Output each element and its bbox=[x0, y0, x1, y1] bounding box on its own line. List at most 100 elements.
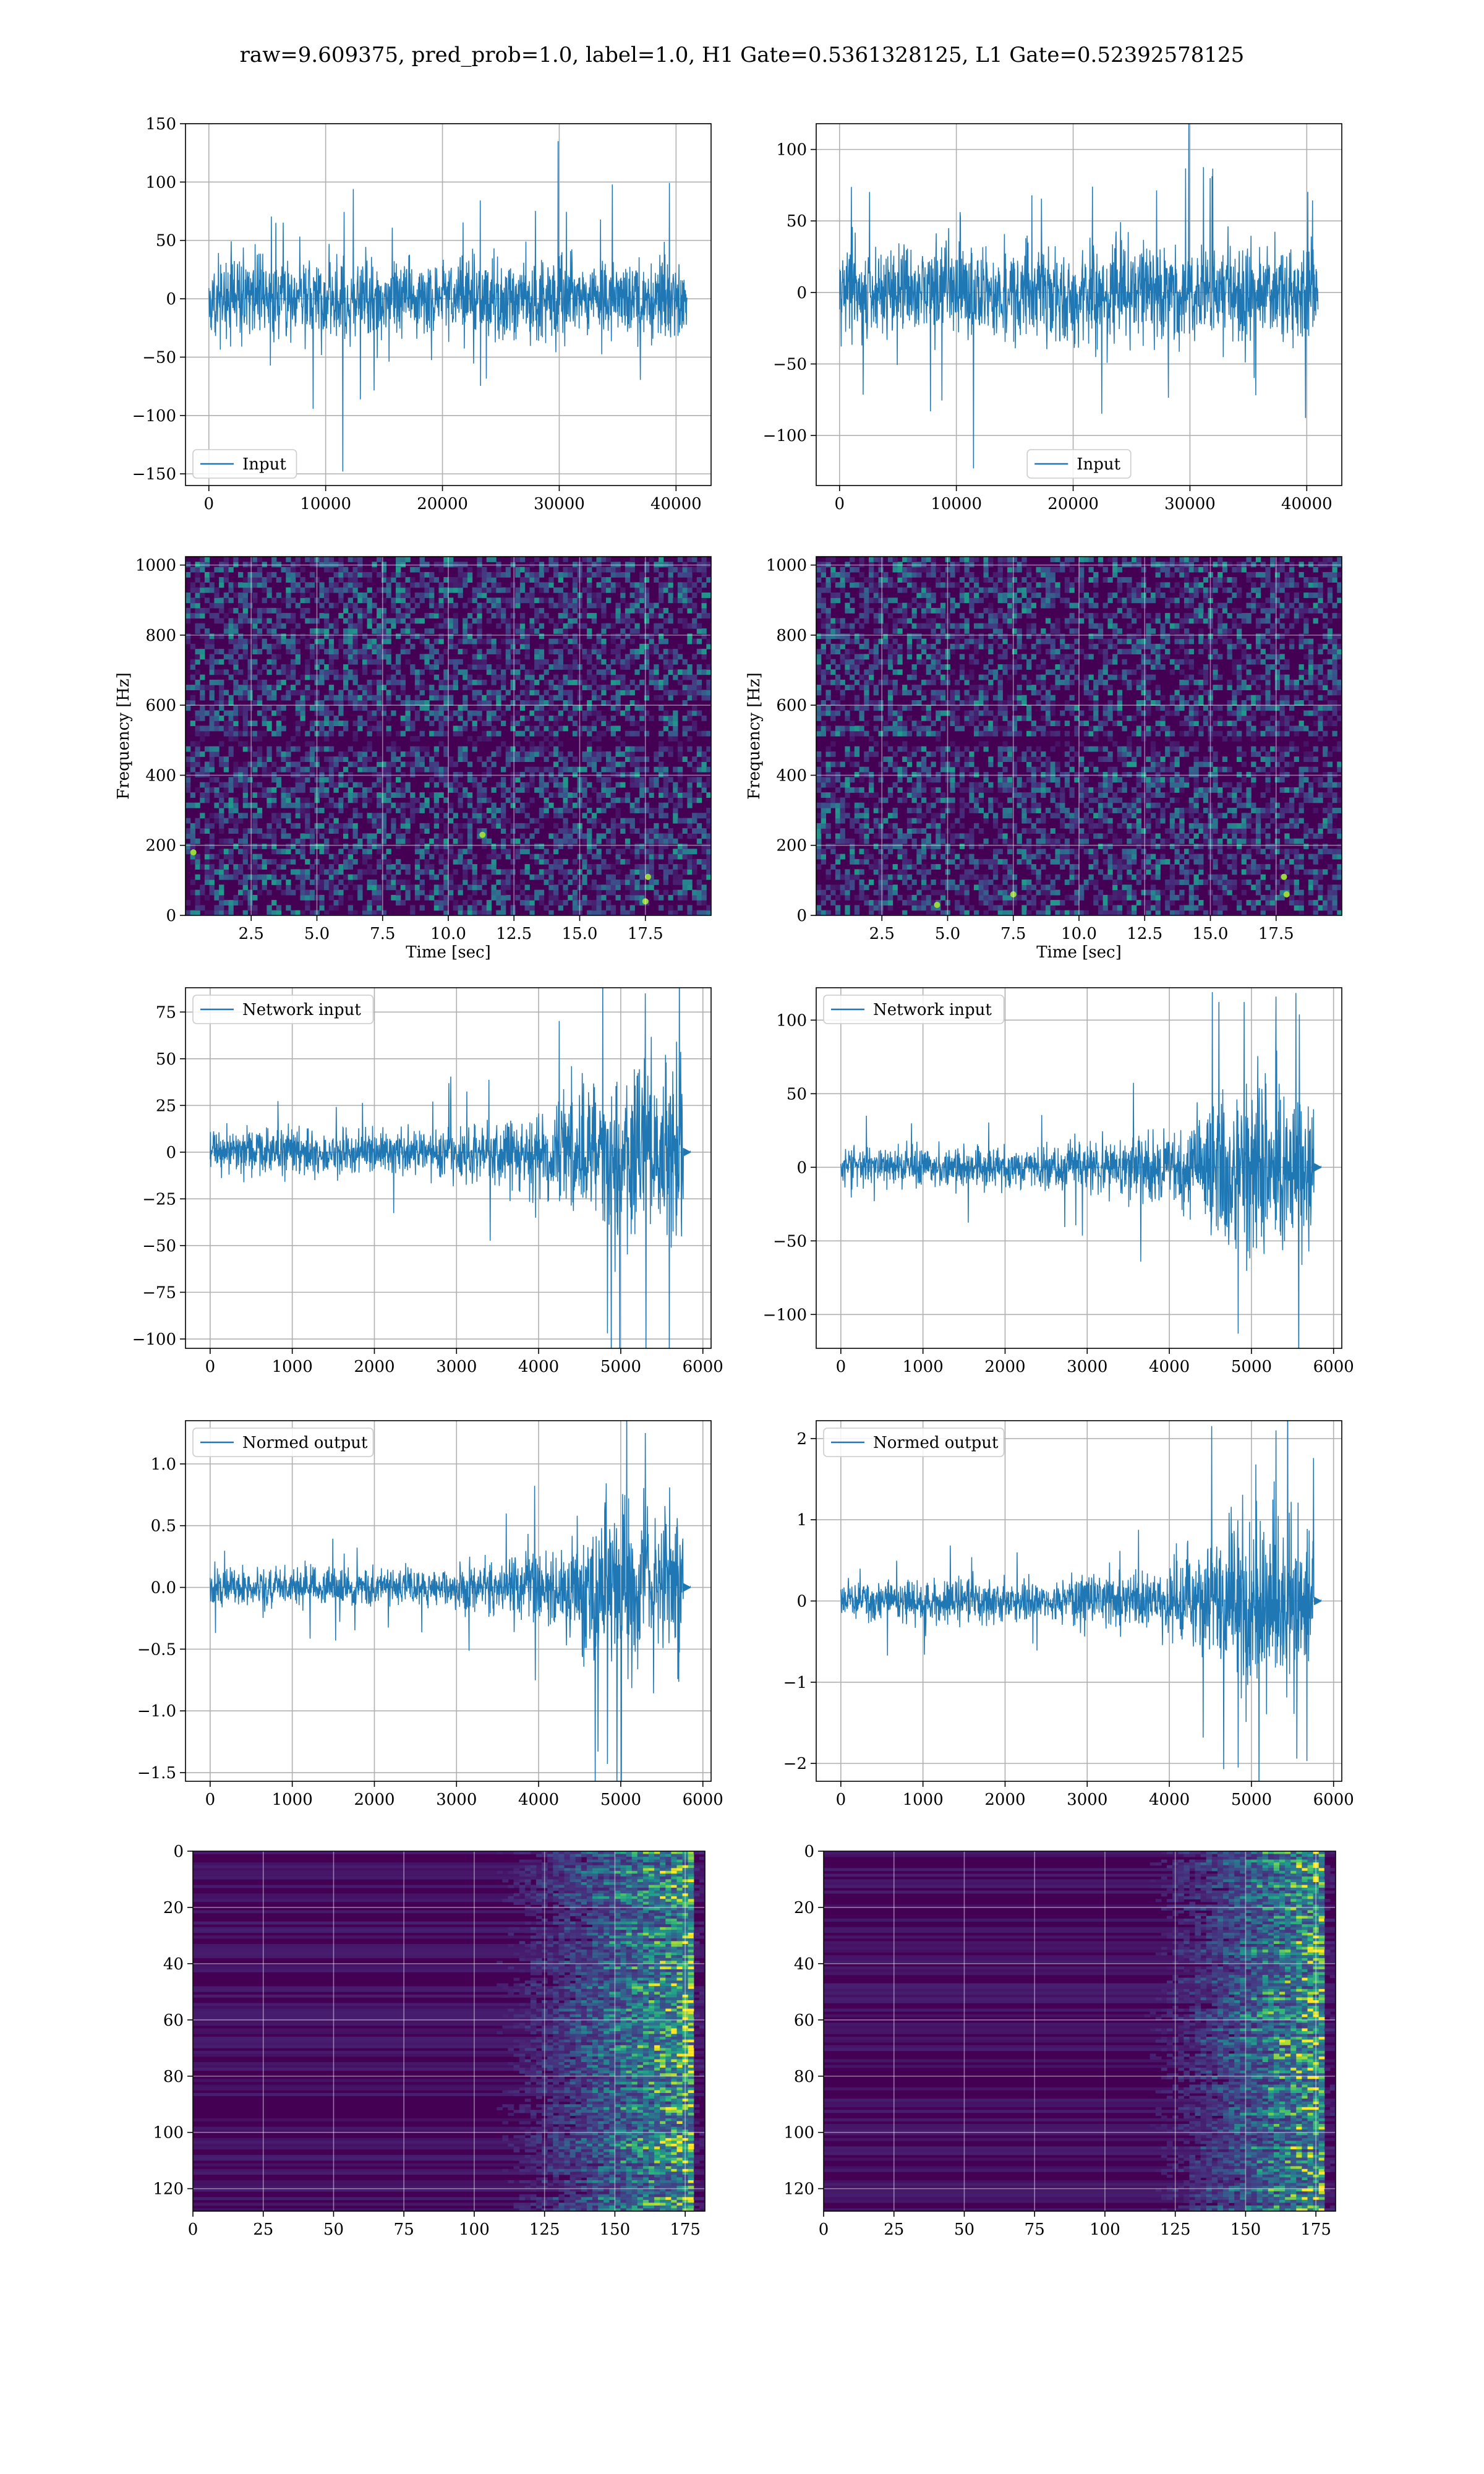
x-tick-label: 17.5 bbox=[628, 925, 663, 943]
l1-spectrogram-bright-spot bbox=[1283, 891, 1290, 898]
l1-input-series-line bbox=[839, 124, 1319, 469]
x-tick-label: 20000 bbox=[1047, 495, 1099, 513]
y-tick-label: −50 bbox=[142, 1237, 176, 1256]
x-tick-label: 5000 bbox=[1231, 1358, 1272, 1376]
axes-root: 0 10000 20000 30000 40000−150−100−5005010015… bbox=[114, 115, 1354, 2239]
x-tick-label: 15.0 bbox=[1193, 925, 1229, 943]
h1-normed-output-axes: 0 1000 2000 3000 4000 5000 6000 −1.5 −1.0 −0.5 0.0… bbox=[137, 1420, 723, 1809]
x-tick-label: 10000 bbox=[931, 495, 982, 513]
y-tick-label: 100 bbox=[776, 141, 807, 160]
y-tick-label: 600 bbox=[776, 696, 807, 715]
x-tick-label: 2.5 bbox=[239, 925, 264, 943]
l1-feature-map-heatmap bbox=[824, 1851, 1336, 2211]
legend-label: Network input bbox=[873, 1001, 992, 1019]
x-tick-label: 75 bbox=[1025, 2220, 1045, 2239]
legend-label: Normed output bbox=[873, 1434, 999, 1452]
figure-title: raw=9.609375, pred_prob=1.0, label=1.0, … bbox=[240, 43, 1245, 67]
y-tick-label: 50 bbox=[156, 1050, 176, 1069]
y-tick-label: 0 bbox=[796, 1158, 807, 1177]
y-tick-label: −50 bbox=[773, 355, 807, 374]
y-tick-label: −2 bbox=[783, 1755, 807, 1773]
l1-spectrogram-xlabel: Time [sec] bbox=[1036, 943, 1122, 962]
l1-input-axes: 0 10000 20000 30000 40000 −100 −50 0 50 100 Input bbox=[763, 123, 1342, 513]
y-tick-label: 120 bbox=[783, 2180, 814, 2199]
y-tick-label: 400 bbox=[776, 766, 807, 785]
l1-network-input-frame bbox=[816, 987, 1342, 1349]
y-tick-label: 0.5 bbox=[151, 1517, 176, 1536]
h1-spectrogram-bright-spot bbox=[645, 873, 651, 880]
y-tick-label: 100 bbox=[145, 173, 176, 192]
h1-spectrogram-bright-spot bbox=[642, 898, 649, 905]
y-tick-label: 1000 bbox=[135, 557, 176, 575]
x-tick-label: 125 bbox=[529, 2220, 560, 2239]
y-tick-label: 100 bbox=[153, 2124, 184, 2142]
x-tick-label: 6000 bbox=[1313, 1358, 1354, 1376]
l1-feature-map-axes: 0 25 50 75 100 125 150 175 0 20 40 60 80 100 120 bbox=[783, 1843, 1336, 2239]
l1-network-input-series-line bbox=[840, 992, 1322, 1348]
legend-box bbox=[192, 995, 374, 1024]
x-tick-label: 40000 bbox=[650, 495, 702, 513]
x-tick-label: 3000 bbox=[1067, 1358, 1107, 1376]
x-tick-label: 7.5 bbox=[1000, 925, 1026, 943]
x-tick-label: 0 bbox=[204, 495, 215, 513]
legend-label: Input bbox=[242, 455, 286, 474]
y-tick-label: 0 bbox=[173, 1843, 184, 1861]
y-tick-label: 120 bbox=[153, 2180, 184, 2199]
x-tick-label: 5000 bbox=[600, 1791, 641, 1809]
y-tick-label: −150 bbox=[132, 465, 176, 484]
y-tick-label: 1 bbox=[796, 1511, 807, 1530]
x-tick-label: 0 bbox=[205, 1358, 216, 1376]
l1-spectrogram-ylabel: Frequency [Hz] bbox=[745, 672, 764, 800]
x-tick-label: 75 bbox=[394, 2220, 414, 2239]
y-tick-label: 800 bbox=[776, 627, 807, 645]
x-tick-label: 175 bbox=[1300, 2220, 1331, 2239]
x-tick-label: 175 bbox=[670, 2220, 701, 2239]
y-tick-label: 100 bbox=[783, 2124, 814, 2142]
y-tick-label: 100 bbox=[776, 1011, 807, 1030]
y-tick-label: −100 bbox=[132, 1330, 176, 1349]
h1-input-axes: 0 10000 20000 30000 40000 −150 −100 −50 0 50 100 15… bbox=[132, 115, 712, 513]
x-tick-label: 0 bbox=[819, 2220, 829, 2239]
x-tick-label: 100 bbox=[1090, 2220, 1120, 2239]
x-tick-label: 2000 bbox=[354, 1791, 394, 1809]
y-tick-label: 200 bbox=[776, 837, 807, 855]
legend-box bbox=[823, 995, 1005, 1024]
y-tick-label: 2 bbox=[796, 1430, 807, 1449]
legend-label: Input bbox=[1077, 455, 1120, 474]
x-tick-label: 3000 bbox=[436, 1791, 477, 1809]
l1-spectrogram-bright-spot bbox=[1010, 891, 1017, 898]
x-tick-label: 2000 bbox=[984, 1358, 1025, 1376]
x-tick-label: 2000 bbox=[354, 1358, 394, 1376]
x-tick-label: 150 bbox=[1230, 2220, 1261, 2239]
y-tick-label: −25 bbox=[142, 1190, 176, 1209]
legend-box bbox=[1026, 449, 1132, 479]
x-tick-label: 2000 bbox=[984, 1791, 1025, 1809]
h1-input-legend: Input bbox=[192, 449, 297, 479]
y-tick-label: 0 bbox=[166, 290, 176, 309]
l1-network-input-axes: 0 1000 2000 3000 4000 5000 6000 −100 −50 0 50 100 Ne… bbox=[763, 987, 1354, 1376]
h1-normed-output-series-line bbox=[210, 1421, 691, 1781]
y-tick-label: −100 bbox=[763, 427, 807, 445]
x-tick-label: 10000 bbox=[300, 495, 351, 513]
y-tick-label: 25 bbox=[156, 1097, 176, 1115]
x-tick-label: 4000 bbox=[518, 1358, 559, 1376]
h1-spectrogram-heatmap bbox=[186, 557, 711, 915]
y-tick-label: 0 bbox=[796, 1593, 807, 1611]
x-tick-label: 20000 bbox=[417, 495, 468, 513]
x-tick-label: 3000 bbox=[1067, 1791, 1107, 1809]
x-tick-label: 125 bbox=[1160, 2220, 1191, 2239]
x-tick-label: 0 bbox=[835, 495, 845, 513]
y-tick-label: 0 bbox=[166, 1144, 176, 1162]
l1-spectrogram-axes: 2.5 5.0 7.5 10.0 12.5 15.0 17.5 0 200 400 600 800 10… bbox=[745, 556, 1342, 962]
y-tick-label: 800 bbox=[145, 627, 176, 645]
y-tick-label: 0 bbox=[796, 284, 807, 302]
x-tick-label: 4000 bbox=[1149, 1358, 1190, 1376]
l1-normed-output-axes: 0 1000 2000 3000 4000 5000 6000 −2 −1 0 1 2 Normed o… bbox=[783, 1420, 1354, 1809]
y-tick-label: 150 bbox=[145, 115, 176, 134]
x-tick-label: 4000 bbox=[1149, 1791, 1190, 1809]
y-tick-label: −100 bbox=[763, 1306, 807, 1324]
x-tick-label: 10.0 bbox=[430, 925, 466, 943]
h1-network-input-frame bbox=[185, 987, 712, 1349]
y-tick-label: 200 bbox=[145, 837, 176, 855]
